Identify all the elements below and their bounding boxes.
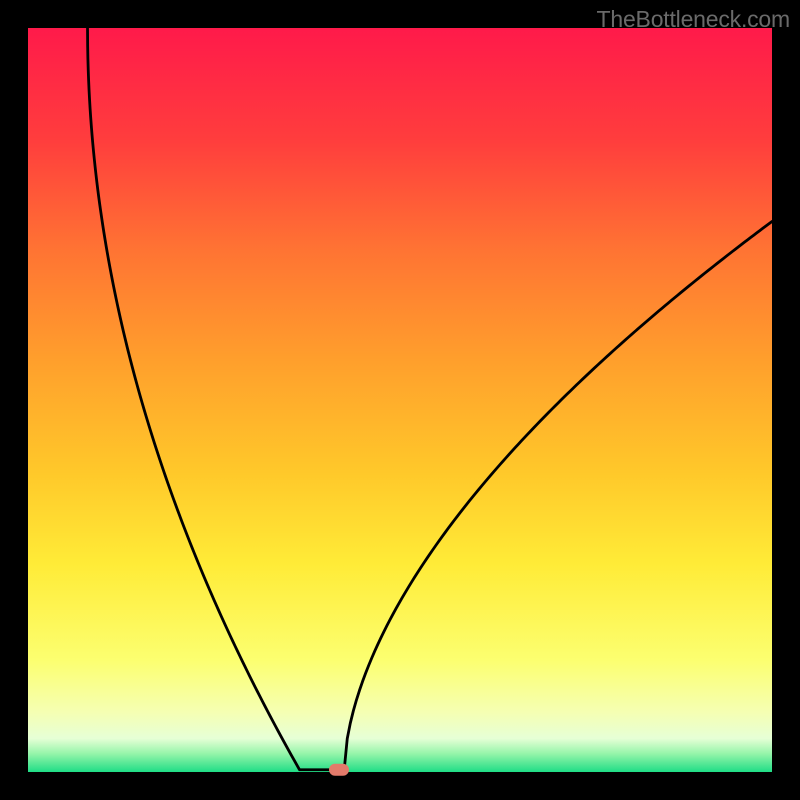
optimal-point-marker bbox=[329, 764, 349, 776]
chart-svg bbox=[0, 0, 800, 800]
watermark-text: TheBottleneck.com bbox=[597, 6, 790, 33]
bottleneck-chart: TheBottleneck.com bbox=[0, 0, 800, 800]
plot-area bbox=[28, 28, 772, 772]
